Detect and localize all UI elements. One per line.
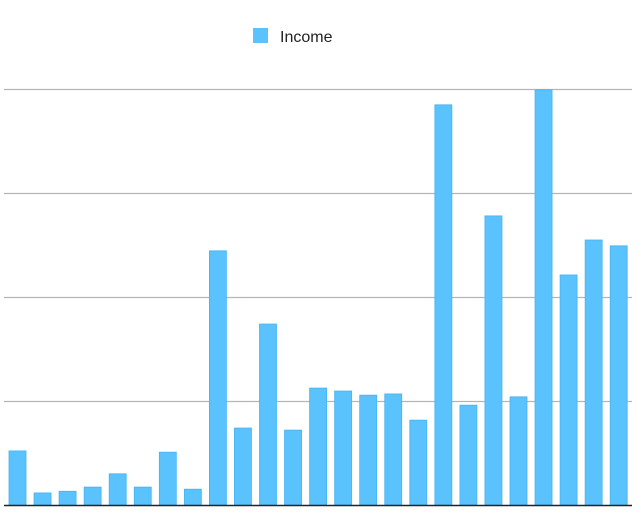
bar-income-9[interactable]: [208, 250, 227, 506]
bar-income-20[interactable]: [484, 215, 503, 506]
legend-swatch-income: [253, 28, 268, 43]
bar-income-22[interactable]: [534, 89, 553, 506]
bar-income-24[interactable]: [584, 239, 603, 506]
bar-income-11[interactable]: [259, 323, 277, 506]
legend[interactable]: Income: [253, 28, 333, 46]
bar-income-8[interactable]: [183, 488, 202, 506]
bar-income-14[interactable]: [334, 390, 353, 506]
bar-income-13[interactable]: [309, 387, 328, 506]
bar-income-2[interactable]: [33, 492, 52, 506]
bar-income-21[interactable]: [509, 396, 528, 506]
bar-income-19[interactable]: [459, 404, 478, 506]
bar-income-17[interactable]: [409, 419, 428, 506]
bar-income-25[interactable]: [609, 245, 628, 506]
bar-income-1[interactable]: [8, 450, 27, 506]
bar-income-15[interactable]: [359, 394, 378, 506]
bar-income-5[interactable]: [108, 473, 127, 506]
bar-income-23[interactable]: [559, 274, 578, 506]
bar-income-3[interactable]: [58, 490, 77, 506]
bars: [8, 89, 628, 506]
bar-income-12[interactable]: [284, 429, 302, 506]
bar-income-7[interactable]: [158, 451, 177, 506]
legend-label-income: Income: [280, 29, 333, 46]
bar-income-18[interactable]: [434, 104, 453, 506]
bar-income-10[interactable]: [234, 427, 252, 506]
bar-income-16[interactable]: [384, 393, 403, 506]
bar-income-4[interactable]: [83, 486, 102, 506]
bar-income-6[interactable]: [133, 486, 152, 506]
